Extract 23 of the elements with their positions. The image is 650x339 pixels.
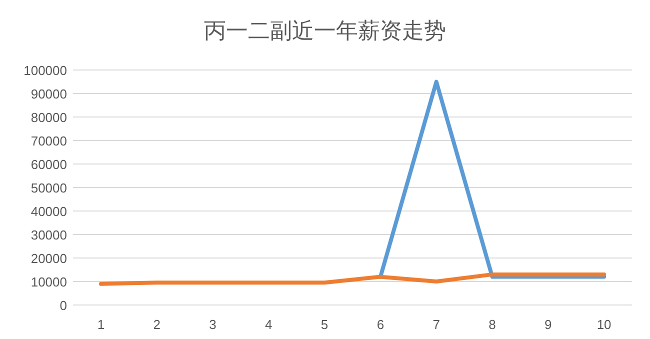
y-tick-label: 80000 [30, 110, 67, 125]
x-tick-label: 6 [376, 317, 384, 332]
x-tick-label: 8 [488, 317, 496, 332]
y-tick-label: 20000 [30, 251, 67, 266]
y-tick-label: 60000 [30, 157, 67, 172]
x-tick-label: 5 [320, 317, 328, 332]
x-tick-label: 10 [596, 317, 612, 332]
x-tick-label: 1 [97, 317, 105, 332]
x-tick-label: 7 [432, 317, 440, 332]
x-tick-label: 3 [209, 317, 216, 332]
x-tick-label: 4 [265, 317, 272, 332]
y-tick-label: 30000 [30, 228, 67, 242]
y-tick-label: 40000 [30, 204, 67, 219]
y-tick-label: 70000 [30, 134, 67, 148]
y-tick-label: 100000 [24, 63, 67, 78]
x-tick-label: 9 [544, 317, 552, 332]
y-tick-label: 90000 [30, 86, 67, 102]
x-tick-label: 2 [153, 317, 160, 332]
y-tick-label: 10000 [30, 274, 67, 290]
chart-title: 丙一二副近一年薪资走势 [204, 18, 446, 43]
y-tick-label: 0 [60, 298, 67, 313]
y-tick-label: 50000 [30, 180, 67, 196]
line-series [98, 272, 606, 286]
